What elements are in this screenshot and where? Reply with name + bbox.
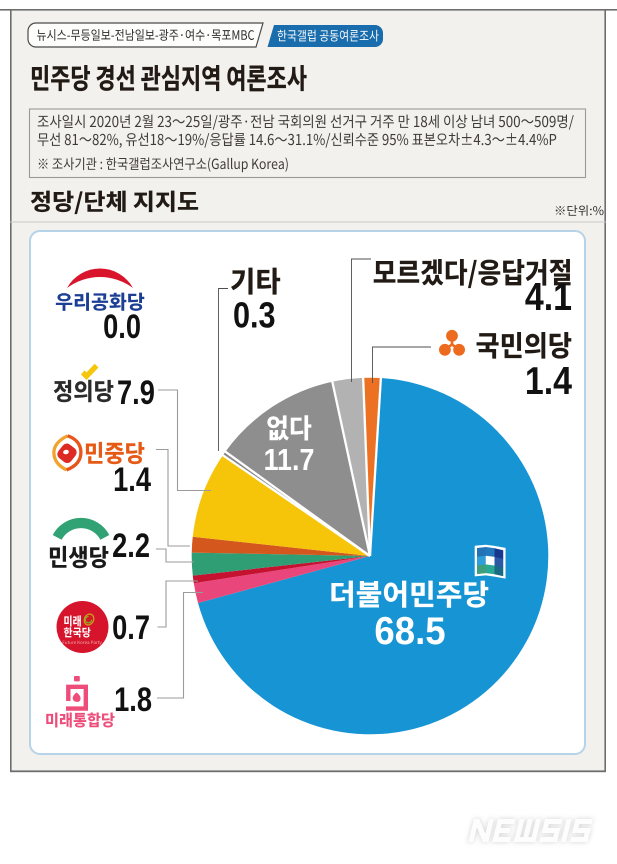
svg-text:0.3: 0.3: [233, 295, 276, 336]
svg-text:0.7: 0.7: [112, 608, 150, 647]
svg-text:2.2: 2.2: [112, 526, 150, 565]
svg-text:1.4: 1.4: [525, 359, 573, 403]
svg-text:1.8: 1.8: [114, 680, 152, 719]
svg-text:4.1: 4.1: [525, 275, 572, 319]
svg-text:11.7: 11.7: [264, 443, 315, 477]
svg-text:68.5: 68.5: [374, 609, 445, 652]
svg-text:0.0: 0.0: [103, 307, 141, 346]
svg-text:7.9: 7.9: [117, 373, 155, 412]
svg-text:1.4: 1.4: [113, 460, 152, 499]
